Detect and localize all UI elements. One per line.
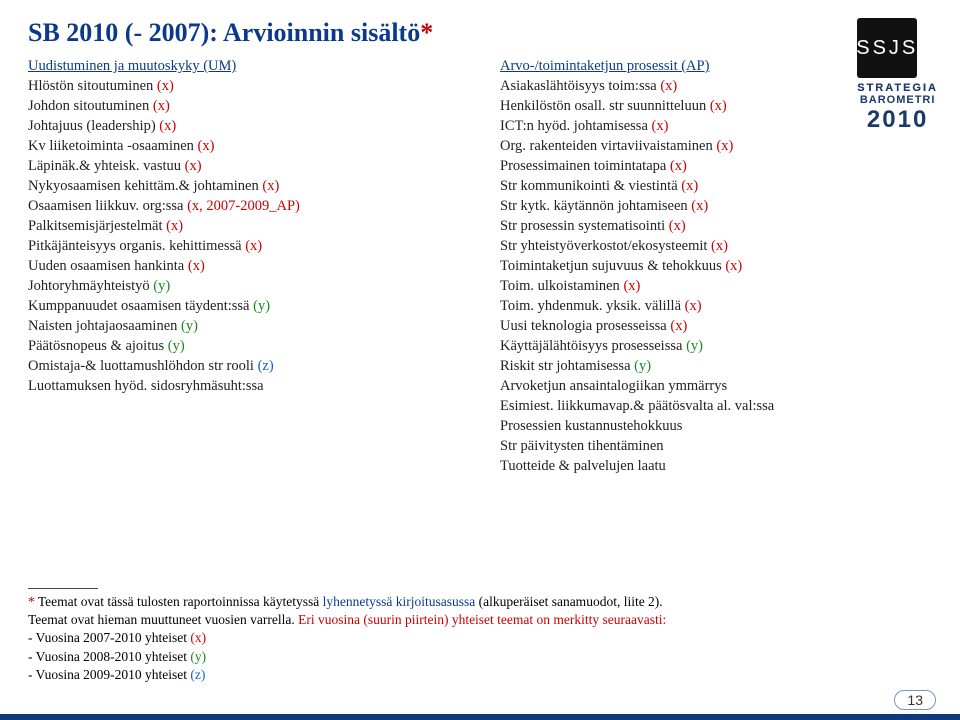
list-item: Str kommunikointi & viestintä (x) <box>500 176 932 196</box>
list-item: Läpinäk.& yhteisk. vastuu (x) <box>28 156 460 176</box>
footnote-l2a: Teemat ovat hieman muuttuneet vuosien va… <box>28 612 298 627</box>
page-title: SB 2010 (- 2007): Arvioinnin sisältö* <box>28 18 932 48</box>
list-item: Toim. ulkoistaminen (x) <box>500 276 932 296</box>
left-heading: Uudistuminen ja muutoskyky (UM) <box>28 56 460 76</box>
list-item: Riskit str johtamisessa (y) <box>500 356 932 376</box>
logo-block: SSJS STRATEGIA BAROMETRI 2010 <box>857 18 938 134</box>
footnote-l2b: Eri vuosina (suurin piirtein) yhteiset t… <box>298 612 666 627</box>
footnote-bullet-x: - Vuosina 2007-2010 yhteiset (x) <box>28 629 932 647</box>
list-item: Prosessimainen toimintatapa (x) <box>500 156 932 176</box>
list-item: Naisten johtajaosaaminen (y) <box>28 316 460 336</box>
logo-ssjs: SSJS <box>857 18 917 78</box>
footnote-line1: * Teemat ovat tässä tulosten raportoinni… <box>28 593 932 611</box>
list-item: Johtoryhmäyhteistyö (y) <box>28 276 460 296</box>
list-item: Luottamuksen hyöd. sidosryhmäsuht:ssa <box>28 376 460 396</box>
left-list: Hlöstön sitoutuminen (x)Johdon sitoutumi… <box>28 76 460 396</box>
list-item: Uusi teknologia prosesseissa (x) <box>500 316 932 336</box>
footnote-l1c: (alkuperäiset sanamuodot, liite 2). <box>475 594 662 609</box>
list-item: Org. rakenteiden virtaviivaistaminen (x) <box>500 136 932 156</box>
list-item: Palkitsemisjärjestelmät (x) <box>28 216 460 236</box>
title-text: SB 2010 (- 2007): Arvioinnin sisältö <box>28 18 420 47</box>
list-item: Toimintaketjun sujuvuus & tehokkuus (x) <box>500 256 932 276</box>
list-item: Str prosessin systematisointi (x) <box>500 216 932 236</box>
list-item: Tuotteide & palvelujen laatu <box>500 456 932 476</box>
footnote-bullet-y: - Vuosina 2008-2010 yhteiset (y) <box>28 648 932 666</box>
list-item: Johtajuus (leadership) (x) <box>28 116 460 136</box>
list-item: Hlöstön sitoutuminen (x) <box>28 76 460 96</box>
footnote: * Teemat ovat tässä tulosten raportoinni… <box>28 588 932 684</box>
left-column: Uudistuminen ja muutoskyky (UM) Hlöstön … <box>28 56 460 476</box>
footnote-bullet-z: - Vuosina 2009-2010 yhteiset (z) <box>28 666 932 684</box>
footnote-line2: Teemat ovat hieman muuttuneet vuosien va… <box>28 611 932 629</box>
footnote-l1a: Teemat ovat tässä tulosten raportoinniss… <box>35 594 323 609</box>
logo-line2: BAROMETRI <box>857 94 938 106</box>
list-item: Prosessien kustannustehokkuus <box>500 416 932 436</box>
list-item: Str kytk. käytännön johtamiseen (x) <box>500 196 932 216</box>
list-item: Päätösnopeus & ajoitus (y) <box>28 336 460 356</box>
list-item: Kv liiketoiminta -osaaminen (x) <box>28 136 460 156</box>
list-item: Käyttäjälähtöisyys prosesseissa (y) <box>500 336 932 356</box>
page-number: 13 <box>894 690 936 710</box>
list-item: Str päivitysten tihentäminen <box>500 436 932 456</box>
list-item: Omistaja-& luottamushlöhdon str rooli (z… <box>28 356 460 376</box>
footnote-star: * <box>28 594 35 609</box>
columns: Uudistuminen ja muutoskyky (UM) Hlöstön … <box>28 56 932 476</box>
logo-year: 2010 <box>857 106 938 134</box>
list-item: Uuden osaamisen hankinta (x) <box>28 256 460 276</box>
slide: SSJS STRATEGIA BAROMETRI 2010 SB 2010 (-… <box>0 0 960 720</box>
list-item: Nykyosaamisen kehittäm.& johtaminen (x) <box>28 176 460 196</box>
list-item: Toim. yhdenmuk. yksik. välillä (x) <box>500 296 932 316</box>
title-asterisk: * <box>420 18 433 47</box>
footnote-l1b: lyhennetyssä kirjoitusasussa <box>323 594 476 609</box>
right-list: Asiakaslähtöisyys toim:ssa (x)Henkilöstö… <box>500 76 932 476</box>
list-item: Osaamisen liikkuv. org:ssa (x, 2007-2009… <box>28 196 460 216</box>
footnote-rule <box>28 588 98 589</box>
list-item: Str yhteistyöverkostot/ekosysteemit (x) <box>500 236 932 256</box>
list-item: Kumppanuudet osaamisen täydent:ssä (y) <box>28 296 460 316</box>
list-item: Johdon sitoutuminen (x) <box>28 96 460 116</box>
list-item: Arvoketjun ansaintalogiikan ymmärrys <box>500 376 932 396</box>
list-item: Esimiest. liikkumavap.& päätösvalta al. … <box>500 396 932 416</box>
list-item: Pitkäjänteisyys organis. kehittimessä (x… <box>28 236 460 256</box>
logo-line1: STRATEGIA <box>857 82 938 94</box>
page-bar <box>0 714 960 720</box>
